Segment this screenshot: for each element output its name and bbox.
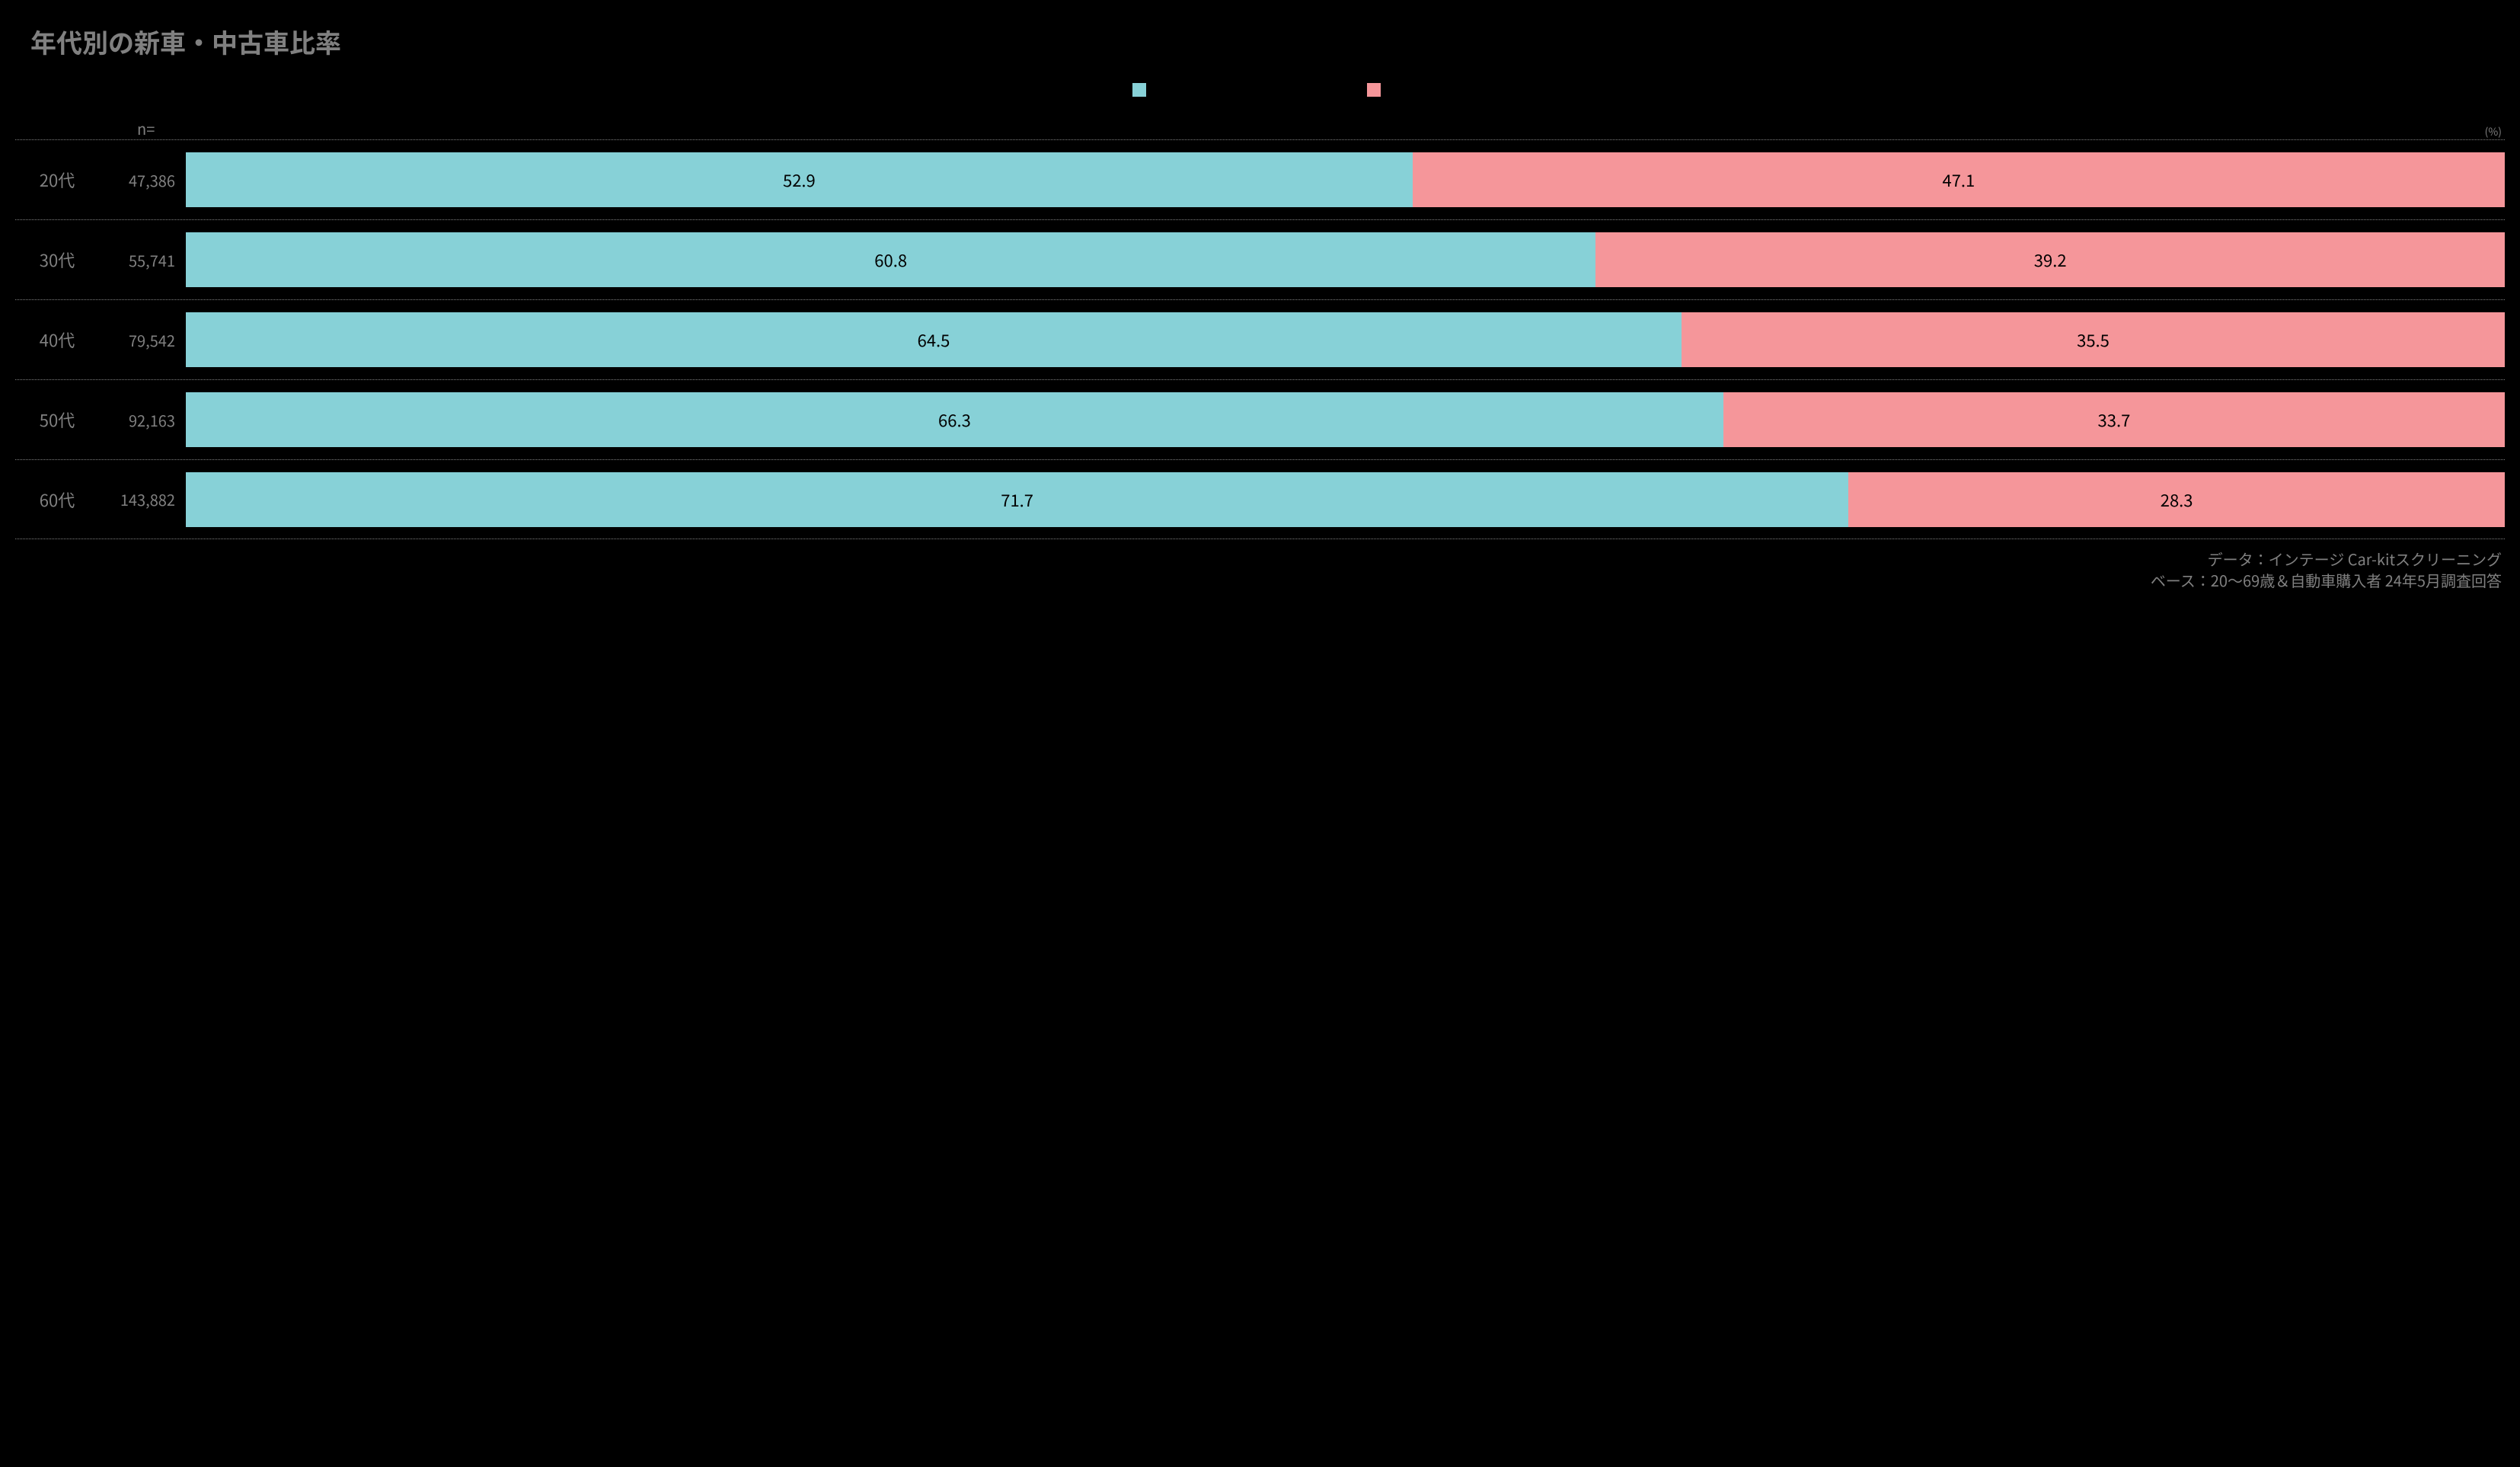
bar-segment: 66.3 [186,392,1723,447]
category-label: 20代 [15,168,99,192]
bar-segment: 64.5 [186,312,1682,367]
legend-item-2 [1367,83,1388,97]
sample-size: 47,386 [99,169,183,191]
chart-footer: データ：インテージ Car-kitスクリーニング ベース：20～69歳＆自動車購… [15,548,2505,591]
bar-row: 50代92,16366.333.7 [15,379,2505,459]
bar-segment: 39.2 [1595,232,2505,287]
n-header: n= [137,117,155,139]
stacked-bar: 60.839.2 [186,232,2505,287]
sample-size: 79,542 [99,329,183,351]
bar-segment: 71.7 [186,472,1848,527]
percent-unit-label: (%) [2485,124,2502,139]
sample-size: 92,163 [99,409,183,431]
bar-segment: 28.3 [1848,472,2505,527]
bar-segment: 60.8 [186,232,1595,287]
category-label: 40代 [15,328,99,352]
footer-line-1: データ：インテージ Car-kitスクリーニング [15,548,2502,570]
bar-row: 60代143,88271.728.3 [15,459,2505,539]
stacked-bar: 66.333.7 [186,392,2505,447]
bar-row: 30代55,74160.839.2 [15,219,2505,299]
stacked-bar: 64.535.5 [186,312,2505,367]
legend-item-1 [1132,83,1154,97]
footer-line-2: ベース：20～69歳＆自動車購入者 24年5月調査回答 [15,570,2502,591]
legend [15,83,2505,97]
stacked-bar: 52.947.1 [186,152,2505,207]
chart-container: 年代別の新車・中古車比率 n= (%) 20代47,38652.947.130代… [0,0,2520,599]
category-label: 30代 [15,248,99,272]
category-label: 60代 [15,487,99,512]
sample-size: 143,882 [99,488,183,510]
bar-rows: 20代47,38652.947.130代55,74160.839.240代79,… [15,139,2505,539]
header-row: n= (%) [15,120,2505,139]
chart-title: 年代別の新車・中古車比率 [30,23,2505,60]
sample-size: 55,741 [99,249,183,271]
legend-swatch-2 [1367,83,1381,97]
bar-segment: 35.5 [1682,312,2505,367]
category-label: 50代 [15,408,99,432]
stacked-bar: 71.728.3 [186,472,2505,527]
legend-swatch-1 [1132,83,1146,97]
bar-segment: 52.9 [186,152,1413,207]
bar-row: 20代47,38652.947.1 [15,139,2505,219]
bar-segment: 47.1 [1413,152,2505,207]
bar-segment: 33.7 [1723,392,2505,447]
bar-row: 40代79,54264.535.5 [15,299,2505,379]
